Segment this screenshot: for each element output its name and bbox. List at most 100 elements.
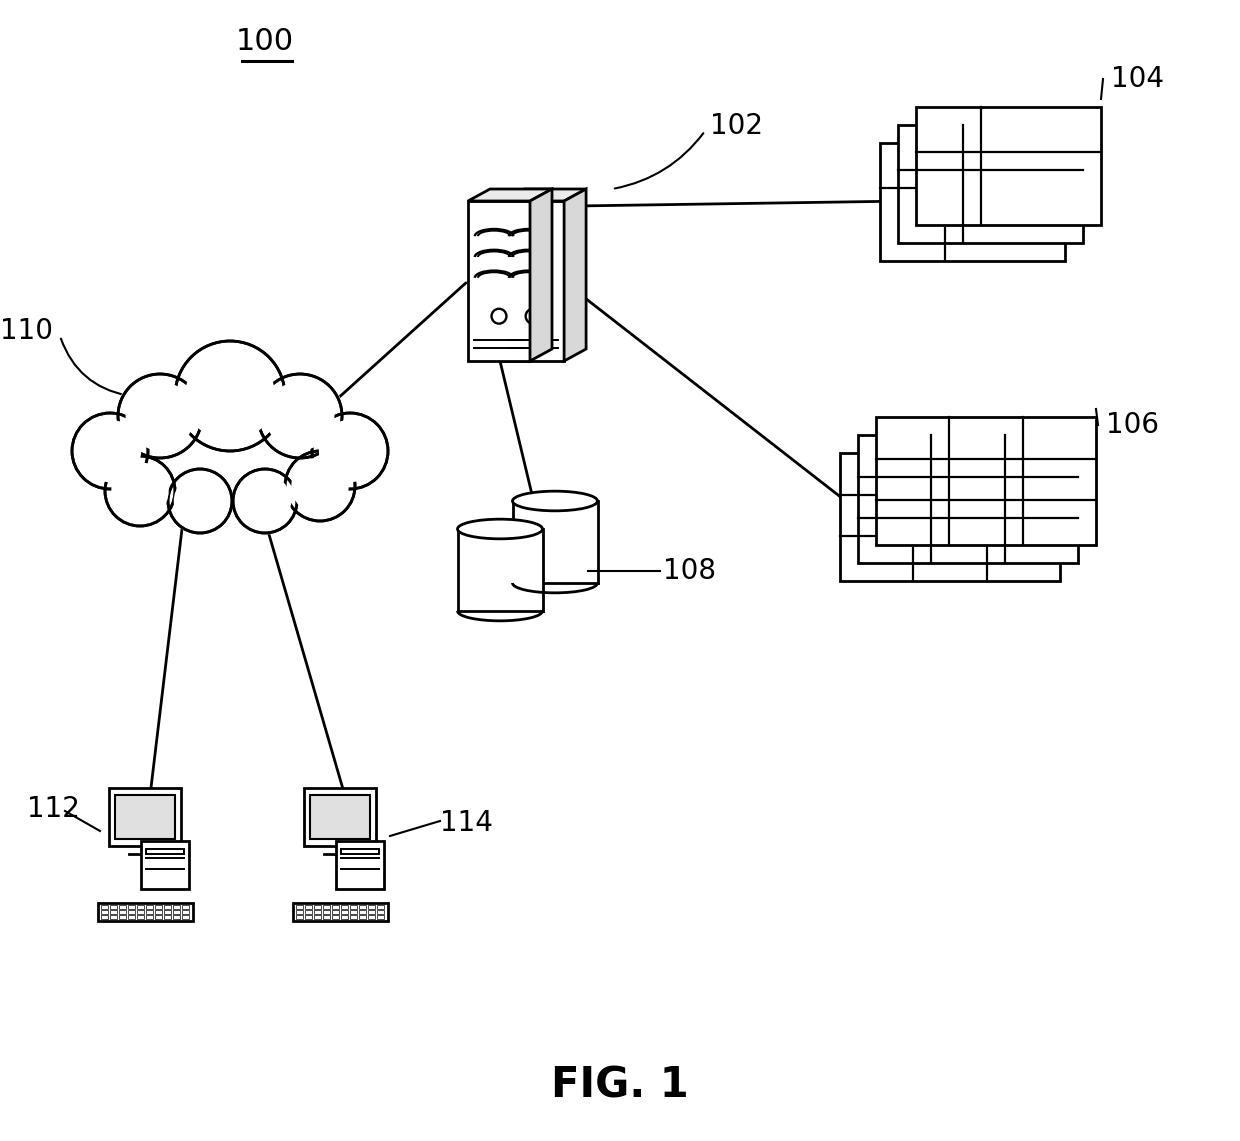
Polygon shape [98, 903, 192, 921]
Circle shape [289, 455, 351, 517]
Polygon shape [128, 905, 134, 909]
Polygon shape [322, 911, 330, 914]
Circle shape [123, 379, 197, 453]
Polygon shape [341, 849, 379, 855]
Polygon shape [172, 915, 180, 919]
Circle shape [125, 381, 195, 451]
Polygon shape [367, 905, 374, 909]
Circle shape [79, 420, 141, 483]
Polygon shape [358, 911, 366, 914]
Polygon shape [341, 905, 347, 909]
Polygon shape [119, 905, 125, 909]
Polygon shape [141, 841, 188, 889]
Polygon shape [331, 911, 339, 914]
Polygon shape [377, 905, 383, 909]
Polygon shape [119, 911, 125, 914]
Circle shape [265, 381, 335, 451]
Circle shape [263, 379, 337, 453]
Polygon shape [100, 905, 108, 909]
Polygon shape [350, 911, 357, 914]
Polygon shape [136, 915, 144, 919]
Polygon shape [155, 905, 161, 909]
Polygon shape [115, 795, 175, 839]
Polygon shape [145, 911, 153, 914]
Text: 102: 102 [711, 112, 763, 140]
Polygon shape [181, 905, 188, 909]
Polygon shape [314, 905, 320, 909]
Polygon shape [172, 905, 180, 909]
Polygon shape [109, 915, 117, 919]
Polygon shape [145, 915, 153, 919]
Text: 100: 100 [236, 27, 294, 56]
Polygon shape [314, 915, 320, 919]
Polygon shape [305, 905, 311, 909]
Polygon shape [181, 915, 188, 919]
Polygon shape [164, 911, 171, 914]
Circle shape [239, 475, 291, 527]
Polygon shape [181, 911, 188, 914]
Circle shape [316, 418, 383, 485]
Polygon shape [314, 911, 320, 914]
Polygon shape [512, 501, 598, 583]
Polygon shape [341, 915, 347, 919]
Polygon shape [377, 915, 383, 919]
Circle shape [181, 348, 279, 444]
Polygon shape [109, 905, 117, 909]
Polygon shape [336, 841, 384, 889]
Polygon shape [293, 903, 387, 921]
Polygon shape [898, 126, 1083, 243]
Polygon shape [295, 905, 303, 909]
Polygon shape [367, 915, 374, 919]
Text: 110: 110 [0, 317, 53, 345]
Circle shape [255, 372, 345, 460]
Polygon shape [128, 915, 134, 919]
Polygon shape [128, 911, 134, 914]
Polygon shape [858, 435, 1078, 563]
Circle shape [291, 458, 348, 515]
Polygon shape [305, 915, 311, 919]
Circle shape [172, 338, 288, 454]
Circle shape [172, 472, 228, 529]
Polygon shape [322, 905, 330, 909]
Circle shape [237, 472, 293, 529]
Text: FIG. 1: FIG. 1 [551, 1065, 689, 1107]
Polygon shape [458, 529, 543, 610]
Polygon shape [331, 915, 339, 919]
Polygon shape [310, 795, 370, 839]
Polygon shape [145, 905, 153, 909]
Polygon shape [109, 911, 117, 914]
Polygon shape [916, 107, 1101, 225]
Polygon shape [100, 915, 108, 919]
Circle shape [283, 450, 357, 523]
Polygon shape [529, 189, 552, 361]
Circle shape [174, 475, 226, 527]
Polygon shape [172, 911, 180, 914]
Polygon shape [341, 911, 347, 914]
Ellipse shape [512, 491, 598, 511]
Text: 108: 108 [663, 557, 715, 585]
Polygon shape [322, 915, 330, 919]
Polygon shape [839, 453, 1060, 581]
Polygon shape [358, 915, 366, 919]
Polygon shape [109, 788, 181, 845]
Circle shape [77, 418, 144, 485]
Circle shape [109, 460, 171, 521]
Polygon shape [155, 911, 161, 914]
Text: 106: 106 [1106, 411, 1159, 439]
Polygon shape [146, 849, 184, 855]
Polygon shape [136, 905, 144, 909]
Circle shape [115, 372, 205, 460]
Polygon shape [100, 911, 108, 914]
Polygon shape [467, 201, 529, 361]
Circle shape [310, 411, 389, 491]
Polygon shape [502, 189, 587, 201]
Circle shape [319, 420, 381, 483]
Text: 112: 112 [27, 795, 79, 823]
Text: 114: 114 [440, 809, 492, 837]
Polygon shape [467, 189, 552, 201]
Polygon shape [304, 788, 376, 845]
Circle shape [166, 468, 233, 535]
Polygon shape [564, 189, 587, 361]
Polygon shape [295, 915, 303, 919]
Polygon shape [136, 911, 144, 914]
